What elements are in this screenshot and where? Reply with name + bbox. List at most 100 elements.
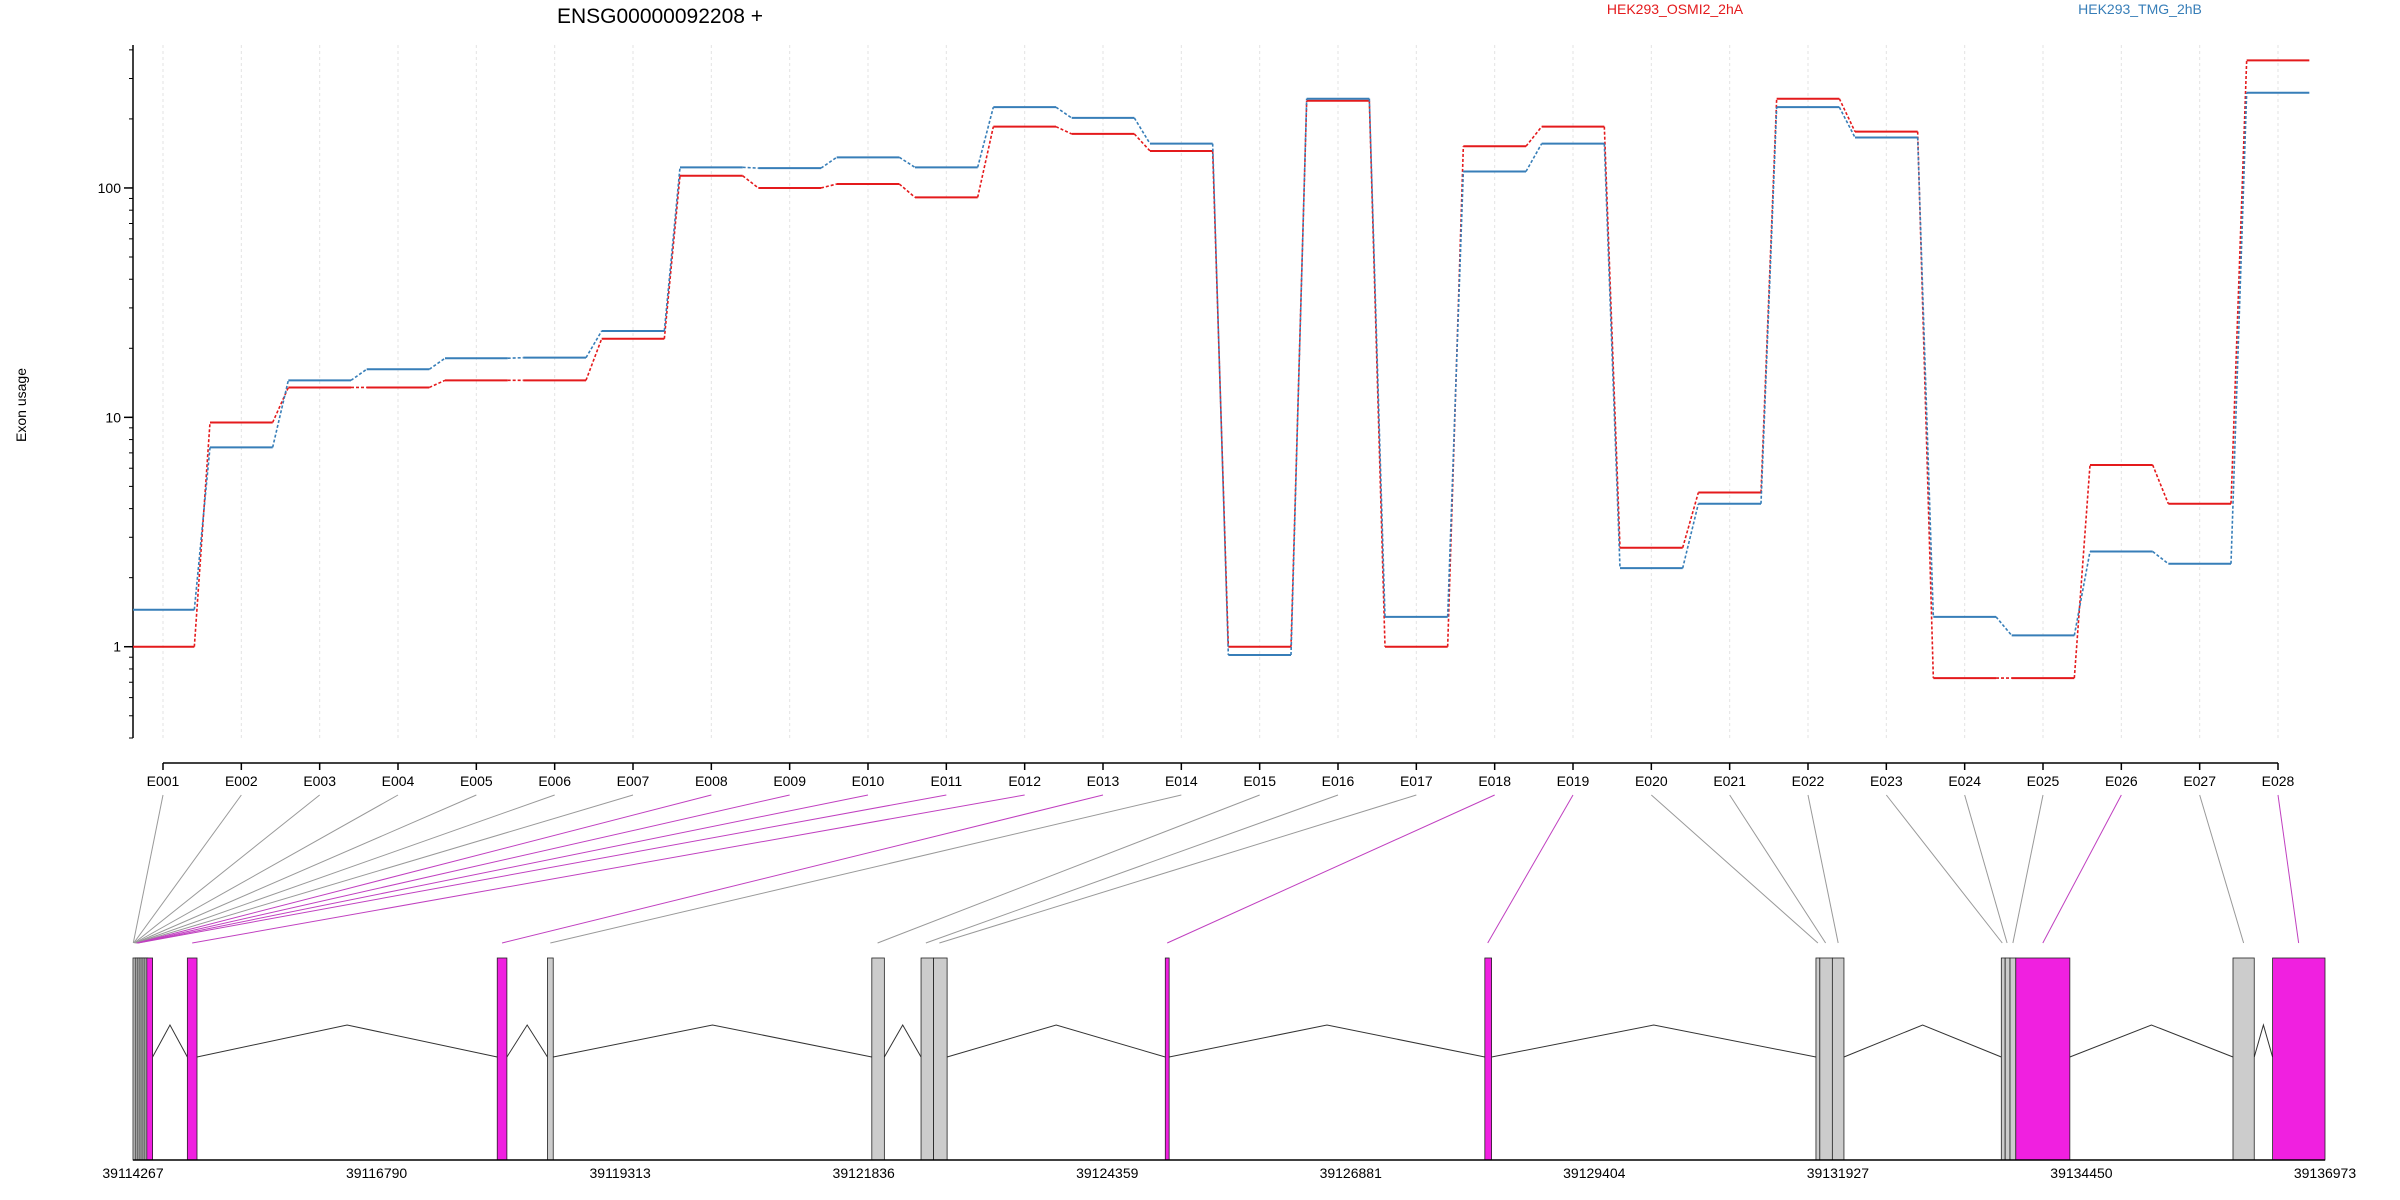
exon-box — [2009, 957, 2017, 1161]
x-tick-label: E014 — [1165, 773, 1198, 789]
exon-connector — [501, 794, 1104, 944]
exon-connector — [939, 794, 1417, 944]
series-transition — [663, 175, 681, 339]
series-transition — [742, 175, 759, 189]
grid — [162, 45, 2279, 738]
coordinate-label: 39136973 — [2294, 1165, 2357, 1181]
series-transition — [1681, 503, 1700, 569]
series-transition — [1603, 143, 1621, 569]
y-tick-label: 100 — [98, 180, 122, 196]
coordinate-label: 39134450 — [2050, 1165, 2113, 1181]
exon-connectors — [132, 794, 2300, 944]
exon-connector — [1487, 794, 1574, 944]
exon-box — [1815, 957, 1821, 1161]
intron-line — [2253, 1023, 2274, 1058]
x-tick-label: E023 — [1870, 773, 1903, 789]
y-tick-label: 10 — [105, 409, 121, 425]
exon-connector — [2199, 794, 2245, 944]
x-tick-label: E009 — [773, 773, 806, 789]
x-tick-label: E010 — [852, 773, 885, 789]
exon-box — [547, 957, 554, 1161]
series-transition — [429, 379, 446, 389]
y-tick-label: 1 — [113, 639, 121, 655]
series-transition — [585, 338, 603, 381]
exon-connector — [1885, 794, 2003, 944]
series-1 — [133, 59, 2310, 680]
series-transition — [2073, 464, 2091, 679]
series-transition — [350, 368, 368, 381]
exon-connector — [192, 794, 1025, 944]
coordinate-label: 39114267 — [102, 1165, 163, 1181]
exon-connector — [134, 794, 399, 944]
exon-box — [1164, 957, 1170, 1161]
coordinate-label: 39121836 — [833, 1165, 896, 1181]
x-tick-label: E026 — [2105, 773, 2138, 789]
exon-connector — [136, 794, 712, 944]
exon-connector — [132, 794, 164, 944]
gene-model: 39114267 39116790 39119313 39121836 39124359… — [102, 957, 2357, 1181]
series-transition — [1525, 143, 1543, 172]
x-tick-label: E007 — [617, 773, 650, 789]
x-tick-label: E019 — [1557, 773, 1590, 789]
x-tick-label: E027 — [2183, 773, 2216, 789]
x-tick-label: E020 — [1635, 773, 1668, 789]
intron-line — [1491, 1024, 1817, 1058]
series-transition — [1055, 106, 1073, 119]
y-axis-label: Exon usage — [13, 368, 29, 442]
coordinate-label: 39124359 — [1076, 1165, 1139, 1181]
exon-connector — [137, 794, 869, 944]
exon-connector — [1807, 794, 1839, 944]
series-transition — [1525, 126, 1543, 147]
x-tick-label: E013 — [1087, 773, 1120, 789]
exon-connector — [135, 794, 555, 944]
coordinate-label: 39116790 — [346, 1165, 407, 1181]
series-transition — [2073, 551, 2091, 636]
exon-box — [2015, 957, 2071, 1161]
series-transition — [428, 357, 446, 370]
intron-line — [196, 1024, 498, 1058]
exon-box — [146, 957, 153, 1161]
exon-connector — [2277, 794, 2300, 944]
coordinate-label: 39119313 — [590, 1165, 651, 1181]
exon-connector — [133, 794, 242, 944]
series-transition — [1681, 492, 1700, 548]
x-tick-label: E011 — [930, 773, 962, 789]
series-transition — [1290, 100, 1308, 647]
coordinate-label: 39126881 — [1320, 1165, 1383, 1181]
series-transition — [1760, 107, 1778, 504]
x-tick-label: E018 — [1478, 773, 1511, 789]
series-transition — [898, 156, 916, 169]
exon-box — [186, 957, 198, 1161]
series-transition — [193, 447, 211, 610]
x-tick-label: E012 — [1008, 773, 1041, 789]
series-transition — [1838, 98, 1856, 132]
series-transition — [2230, 92, 2248, 564]
exon-box — [2272, 957, 2326, 1161]
exon-connector — [1651, 794, 1819, 944]
x-tick-label: E005 — [460, 773, 493, 789]
exon-connector — [136, 794, 634, 944]
legend-label-osmi: HEK293_OSMI2_2hA — [1607, 1, 1744, 17]
exon-connector — [1729, 794, 1827, 944]
coordinate-label: 39131927 — [1807, 1165, 1870, 1181]
legend-label-tmg: HEK293_TMG_2hB — [2078, 1, 2202, 17]
exon-connector — [925, 794, 1339, 944]
series-transition — [271, 380, 290, 448]
exon-box — [2000, 957, 2006, 1161]
x-tick-label: E003 — [303, 773, 336, 789]
series-transition — [1603, 126, 1621, 548]
exon-box — [2232, 957, 2255, 1161]
axes: 1 10 100 E001 E002 E003 E004 E005 E006 E007 E008 E0… — [98, 45, 2295, 789]
exon-box — [933, 957, 948, 1161]
x-tick-label: E028 — [2262, 773, 2295, 789]
chart-title: ENSG00000092208 + — [557, 5, 763, 28]
exon-box — [1831, 957, 1845, 1161]
series-transition — [1446, 171, 1465, 617]
x-tick-label: E008 — [695, 773, 728, 789]
exon-connector — [1167, 794, 1495, 944]
intron-line — [2069, 1024, 2234, 1058]
x-tick-label: E002 — [225, 773, 258, 789]
x-tick-label: E001 — [147, 773, 180, 789]
series-transition — [1211, 150, 1230, 647]
series-2 — [133, 91, 2310, 657]
